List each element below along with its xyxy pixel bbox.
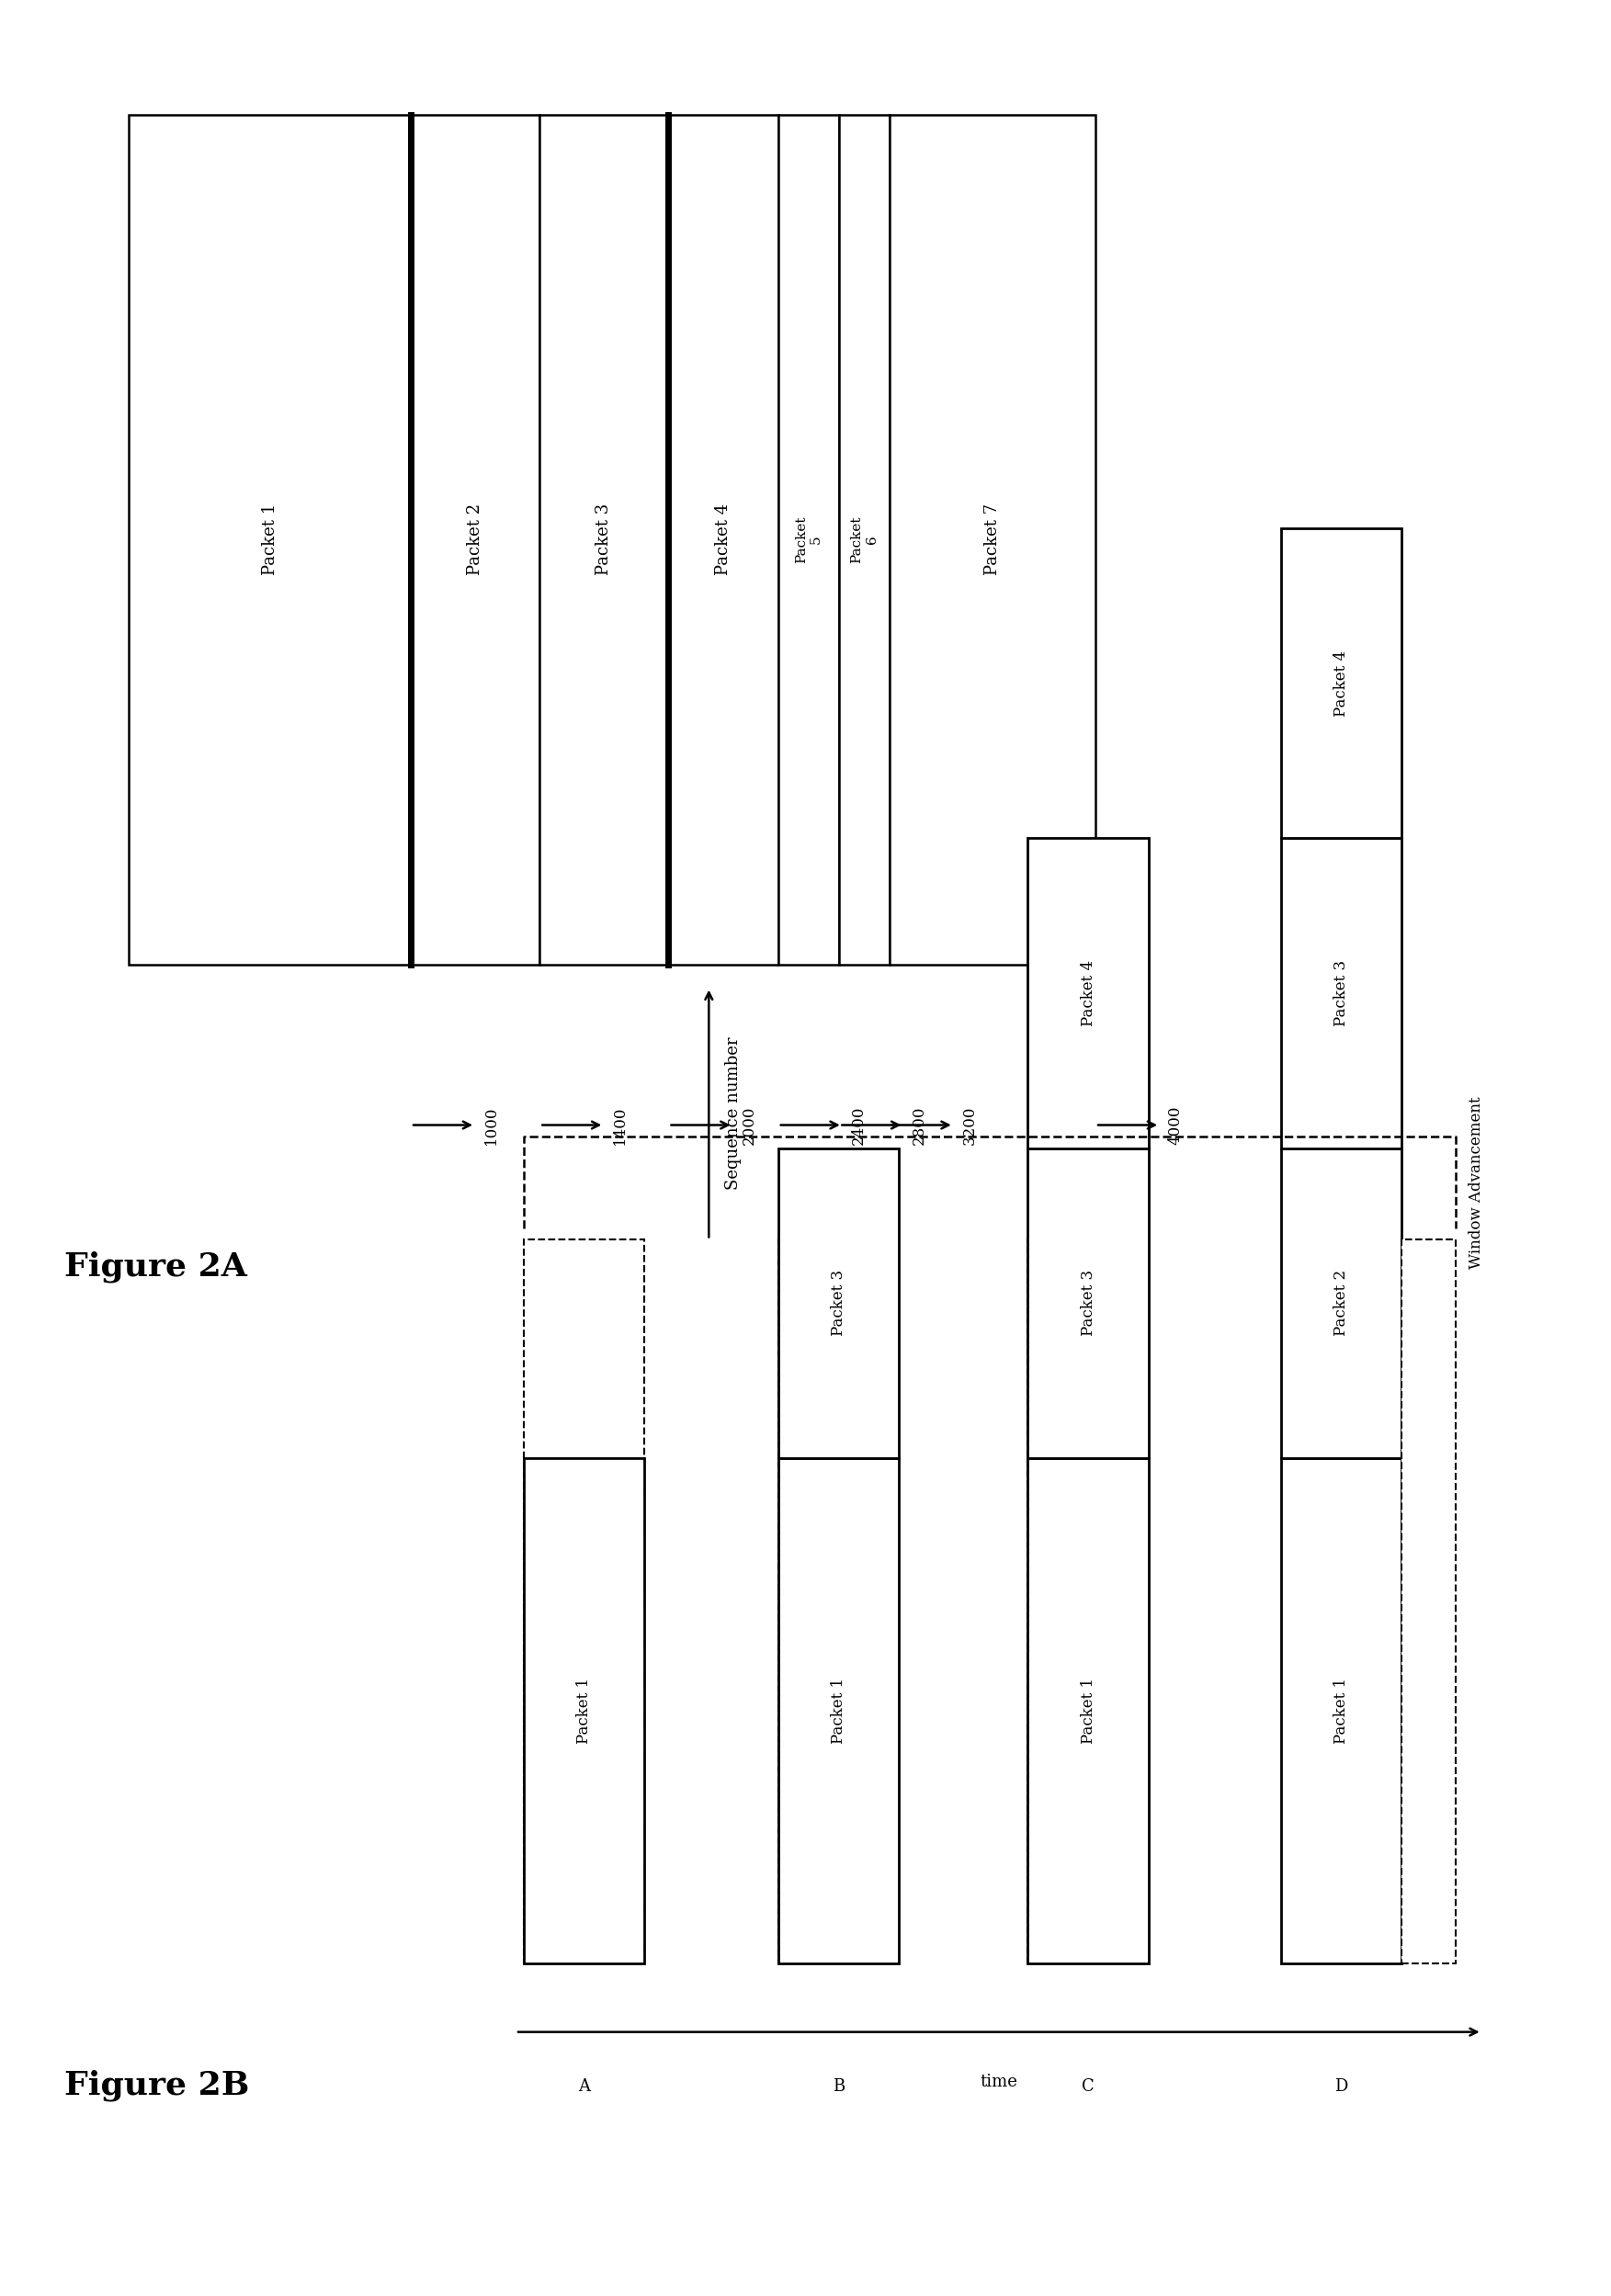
Text: Packet 3: Packet 3	[831, 1270, 846, 1336]
Text: Packet 1: Packet 1	[261, 503, 279, 576]
Text: Packet 2: Packet 2	[1334, 1270, 1348, 1336]
Text: Packet 3: Packet 3	[1334, 960, 1348, 1026]
Text: Packet 3: Packet 3	[596, 503, 612, 576]
Bar	[1281, 528, 1402, 838]
Text: Sequence number: Sequence number	[725, 1038, 741, 1189]
Bar	[1028, 1148, 1149, 1458]
Text: Packet
6: Packet 6	[851, 517, 878, 563]
Bar	[1028, 838, 1149, 1148]
Bar	[778, 1458, 899, 1963]
Text: B: B	[833, 2078, 844, 2094]
Text: Packet 1: Packet 1	[1081, 1678, 1095, 1743]
Bar	[524, 1240, 644, 1963]
Text: Packet 4: Packet 4	[1081, 960, 1095, 1026]
Text: 1000: 1000	[483, 1104, 499, 1146]
Bar	[839, 115, 889, 964]
Bar	[1402, 1240, 1456, 1963]
Bar	[778, 1240, 899, 1963]
Text: Packet 7: Packet 7	[984, 503, 1000, 576]
Text: Packet 3: Packet 3	[1081, 1270, 1095, 1336]
Text: Packet 1: Packet 1	[577, 1678, 591, 1743]
Bar	[540, 115, 669, 964]
Bar	[778, 115, 839, 964]
Text: Window Advancement: Window Advancement	[1469, 1095, 1484, 1270]
Text: 4000: 4000	[1168, 1104, 1184, 1146]
Bar	[411, 115, 540, 964]
Bar	[669, 115, 778, 964]
Text: A: A	[578, 2078, 590, 2094]
Bar	[129, 115, 411, 964]
Bar	[1281, 1458, 1402, 1963]
Text: C: C	[1083, 2078, 1094, 2094]
Text: Packet 2: Packet 2	[467, 503, 483, 576]
Bar	[889, 115, 1095, 964]
Bar	[1028, 1240, 1149, 1963]
Text: Figure 2B: Figure 2B	[64, 2069, 250, 2101]
Text: Packet 4: Packet 4	[715, 503, 731, 576]
Bar	[524, 1458, 644, 1963]
Text: Packet 4: Packet 4	[1334, 650, 1348, 716]
Text: time: time	[979, 2073, 1018, 2089]
Bar	[1281, 838, 1402, 1148]
Bar	[1281, 1148, 1402, 1458]
Text: Packet
5: Packet 5	[794, 517, 823, 563]
Text: 2000: 2000	[741, 1104, 757, 1146]
Text: Packet 1: Packet 1	[831, 1678, 846, 1743]
Text: 1400: 1400	[612, 1104, 628, 1146]
Text: 2800: 2800	[912, 1104, 928, 1146]
Bar	[778, 1148, 899, 1458]
Text: 2400: 2400	[851, 1104, 867, 1146]
Bar	[1028, 1458, 1149, 1963]
Text: D: D	[1334, 2078, 1348, 2094]
Text: Packet 1: Packet 1	[1334, 1678, 1348, 1743]
Text: Figure 2A: Figure 2A	[64, 1251, 246, 1283]
Text: 3200: 3200	[962, 1104, 978, 1146]
